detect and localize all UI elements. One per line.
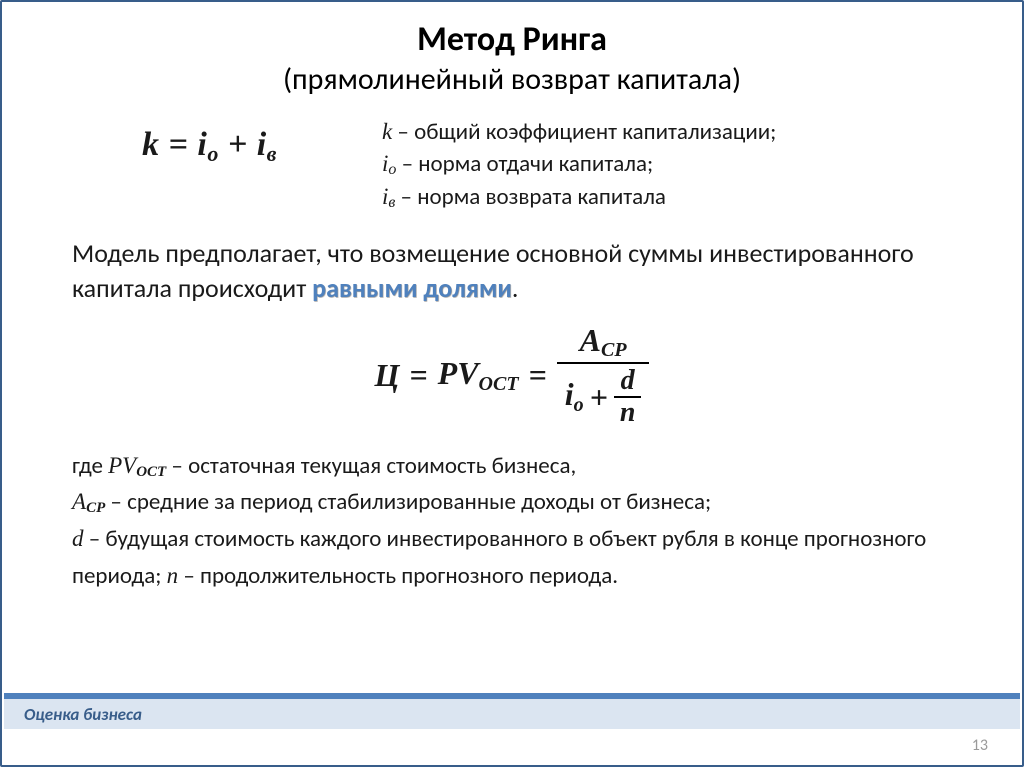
plus: + xyxy=(219,126,257,163)
i1-sub: о xyxy=(207,141,219,166)
def-line-2: iо – норма отдачи капитала; xyxy=(382,148,776,181)
where-line-3: d – будущая стоимость каждого инвестиров… xyxy=(72,521,964,594)
inner-fraction: d n xyxy=(614,366,642,428)
def1-rest: – общий коэффициент капитализации; xyxy=(392,118,776,146)
i2-sub: в xyxy=(267,141,277,166)
model-paragraph: Модель предполагает, что возмещение осно… xyxy=(2,236,1022,306)
w2-sub: СР xyxy=(86,500,105,516)
formula-k: k = iо + iв xyxy=(142,116,362,167)
num-A: A xyxy=(580,322,601,358)
def-line-3: iв – норма возврата капитала xyxy=(382,181,776,214)
where-block: где PVОСТ – остаточная текущая стоимость… xyxy=(2,448,1022,595)
def3-rest: – норма возврата капитала xyxy=(395,183,666,211)
para-emph: равными долями xyxy=(312,272,512,304)
title-block: Метод Ринга (прямолинейный возврат капит… xyxy=(2,20,1022,98)
formula-defs-row: k = iо + iв k – общий коэффициент капита… xyxy=(2,116,1022,213)
den-i-sub: о xyxy=(574,394,584,416)
where-line-1: где PVОСТ – остаточная текущая стоимость… xyxy=(72,448,964,485)
w3-n: n xyxy=(167,563,179,588)
f2-pv-sub: ОСТ xyxy=(479,373,519,395)
w2b: – средние за период стабилизированные до… xyxy=(105,488,711,516)
where-line-2: AСР – средние за период стабилизированны… xyxy=(72,484,964,521)
w1b: – остаточная текущая стоимость бизнеса, xyxy=(166,452,576,480)
w1-sub: ОСТ xyxy=(136,464,166,480)
den-plus: + xyxy=(590,381,608,413)
def2-rest: – норма отдачи капитала; xyxy=(396,150,653,178)
main-title: Метод Ринга xyxy=(2,20,1022,61)
w2-a: A xyxy=(72,489,86,514)
footer-band: Оценка бизнеса xyxy=(4,693,1020,729)
w1a: где xyxy=(72,452,108,480)
f2-lhs: Ц xyxy=(375,357,400,394)
footer-label: Оценка бизнеса xyxy=(4,698,142,725)
def1-sym: k xyxy=(382,119,392,144)
outer-den: iо + d n xyxy=(557,364,650,430)
k-sym: k xyxy=(142,126,160,163)
i1: i xyxy=(197,126,207,163)
outer-num: AСР xyxy=(572,322,635,362)
subtitle: (прямолинейный возврат капитала) xyxy=(2,61,1022,99)
outer-fraction: AСР iо + d n xyxy=(557,322,650,430)
slide-container: Метод Ринга (прямолинейный возврат капит… xyxy=(0,0,1024,767)
f2-pv: PV xyxy=(438,355,479,391)
f2-eq2: = xyxy=(529,357,547,394)
inner-num: d xyxy=(615,366,641,396)
i2: i xyxy=(257,126,267,163)
eq: = xyxy=(160,126,198,163)
para-part2: . xyxy=(512,272,519,304)
f2-eq1: = xyxy=(409,357,427,394)
w3c: – продолжительность прогнозного периода. xyxy=(178,562,618,590)
def-line-1: k – общий коэффициент капитализации; xyxy=(382,116,776,148)
w1-pv: PV xyxy=(108,453,136,478)
inner-den: n xyxy=(614,398,642,428)
definitions-list: k – общий коэффициент капитализации; iо … xyxy=(382,116,776,213)
den-i: i xyxy=(565,376,574,412)
w3-d: d xyxy=(72,526,84,551)
formula-price: Ц = PVОСТ = AСР iо + d n xyxy=(2,322,1022,430)
page-number: 13 xyxy=(972,736,988,755)
num-A-sub: СР xyxy=(601,339,627,361)
